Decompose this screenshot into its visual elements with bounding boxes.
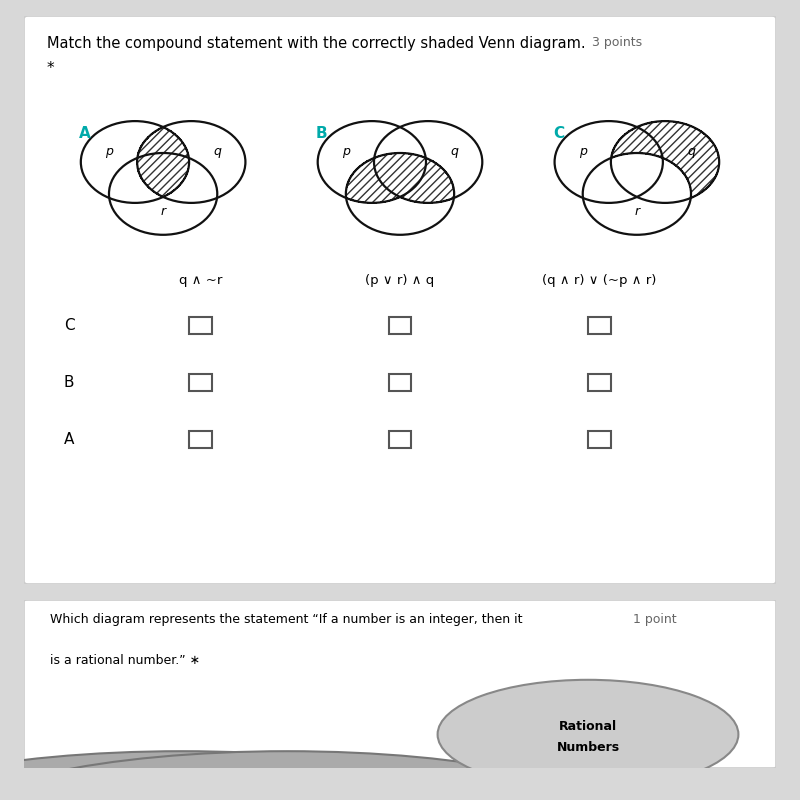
Text: q: q [687, 146, 695, 158]
Text: q ∧ ~r: q ∧ ~r [179, 274, 222, 286]
Text: 3 points: 3 points [592, 36, 642, 49]
Text: r: r [161, 205, 166, 218]
Bar [389, 430, 411, 448]
Text: q: q [450, 146, 458, 158]
Circle shape [0, 751, 520, 800]
Bar [190, 374, 212, 391]
Text: (p ∨ r) ∧ q: (p ∨ r) ∧ q [366, 274, 434, 286]
Bar [190, 317, 212, 334]
Text: *: * [46, 62, 54, 77]
Text: is a rational number.” ∗: is a rational number.” ∗ [50, 654, 201, 666]
Bar [389, 374, 411, 391]
Bar [588, 374, 610, 391]
Text: q: q [214, 146, 222, 158]
Text: Rational: Rational [559, 719, 617, 733]
Text: (q ∧ r) ∨ (~p ∧ r): (q ∧ r) ∨ (~p ∧ r) [542, 274, 657, 286]
Circle shape [0, 751, 626, 800]
Bar [190, 430, 212, 448]
FancyBboxPatch shape [24, 600, 776, 768]
Bar [588, 430, 610, 448]
Text: B: B [316, 126, 328, 142]
FancyBboxPatch shape [24, 16, 776, 584]
Point [18, 578, 30, 590]
Text: p: p [578, 146, 586, 158]
Text: Match the compound statement with the correctly shaded Venn diagram.: Match the compound statement with the co… [46, 36, 585, 51]
Bar [588, 317, 610, 334]
Text: 1 point: 1 point [633, 614, 677, 626]
Text: B: B [64, 375, 74, 390]
Point [18, 578, 30, 590]
Text: Which diagram represents the statement “If a number is an integer, then it: Which diagram represents the statement “… [50, 614, 523, 626]
Text: C: C [553, 126, 564, 142]
Ellipse shape [438, 680, 738, 789]
Text: A: A [79, 126, 91, 142]
Text: A: A [64, 432, 74, 446]
Point [18, 578, 30, 590]
Text: C: C [64, 318, 74, 333]
Text: p: p [105, 146, 113, 158]
Bar [389, 317, 411, 334]
Text: Numbers: Numbers [557, 742, 619, 754]
Text: r: r [634, 205, 639, 218]
Text: p: p [342, 146, 350, 158]
